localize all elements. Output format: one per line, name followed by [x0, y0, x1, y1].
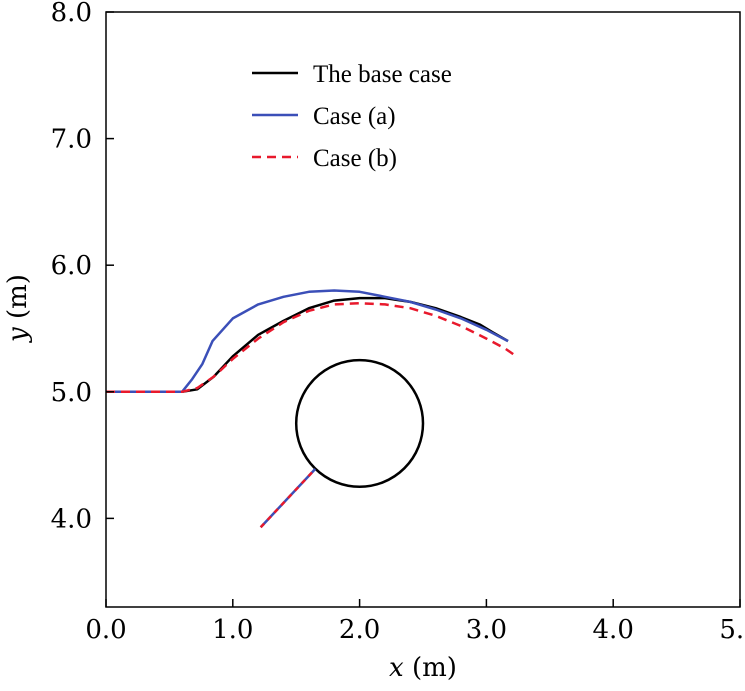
x-tick-label: 2.0 [339, 615, 380, 645]
series-line-2 [106, 301, 519, 394]
tether-dash [259, 468, 317, 529]
x-tick-label: 0.0 [85, 615, 126, 645]
y-tick-label: 8.0 [51, 0, 92, 28]
y-tick-label: 4.0 [51, 504, 92, 534]
x-axis-var: x [389, 653, 404, 683]
plot-frame [105, 11, 741, 608]
y-tick-label: 7.0 [51, 125, 92, 155]
x-tick-label: 3.0 [466, 615, 507, 645]
series-line-1 [106, 289, 509, 394]
legend: The base case Case (a) Case (b) [252, 61, 452, 172]
y-axis-unit: (m) [3, 274, 33, 327]
legend-label-1: Case (a) [313, 103, 396, 130]
x-tick-label: 4.0 [593, 615, 634, 645]
y-axis-label: y (m) [3, 274, 33, 343]
legend-label-0: The base case [313, 61, 452, 88]
y-tick-label: 5.0 [51, 378, 92, 408]
legend-label-2: Case (b) [313, 145, 397, 172]
y-tick-label: 6.0 [51, 251, 92, 281]
x-axis-unit: (m) [404, 653, 457, 683]
x-tick-label: 1.0 [212, 615, 253, 645]
series-line-0 [106, 296, 509, 394]
x-tick-label: 5.0 [719, 615, 745, 645]
y-axis-var: y [3, 327, 33, 343]
obstacle-circle [294, 358, 425, 488]
x-axis-label: x (m) [389, 653, 457, 683]
